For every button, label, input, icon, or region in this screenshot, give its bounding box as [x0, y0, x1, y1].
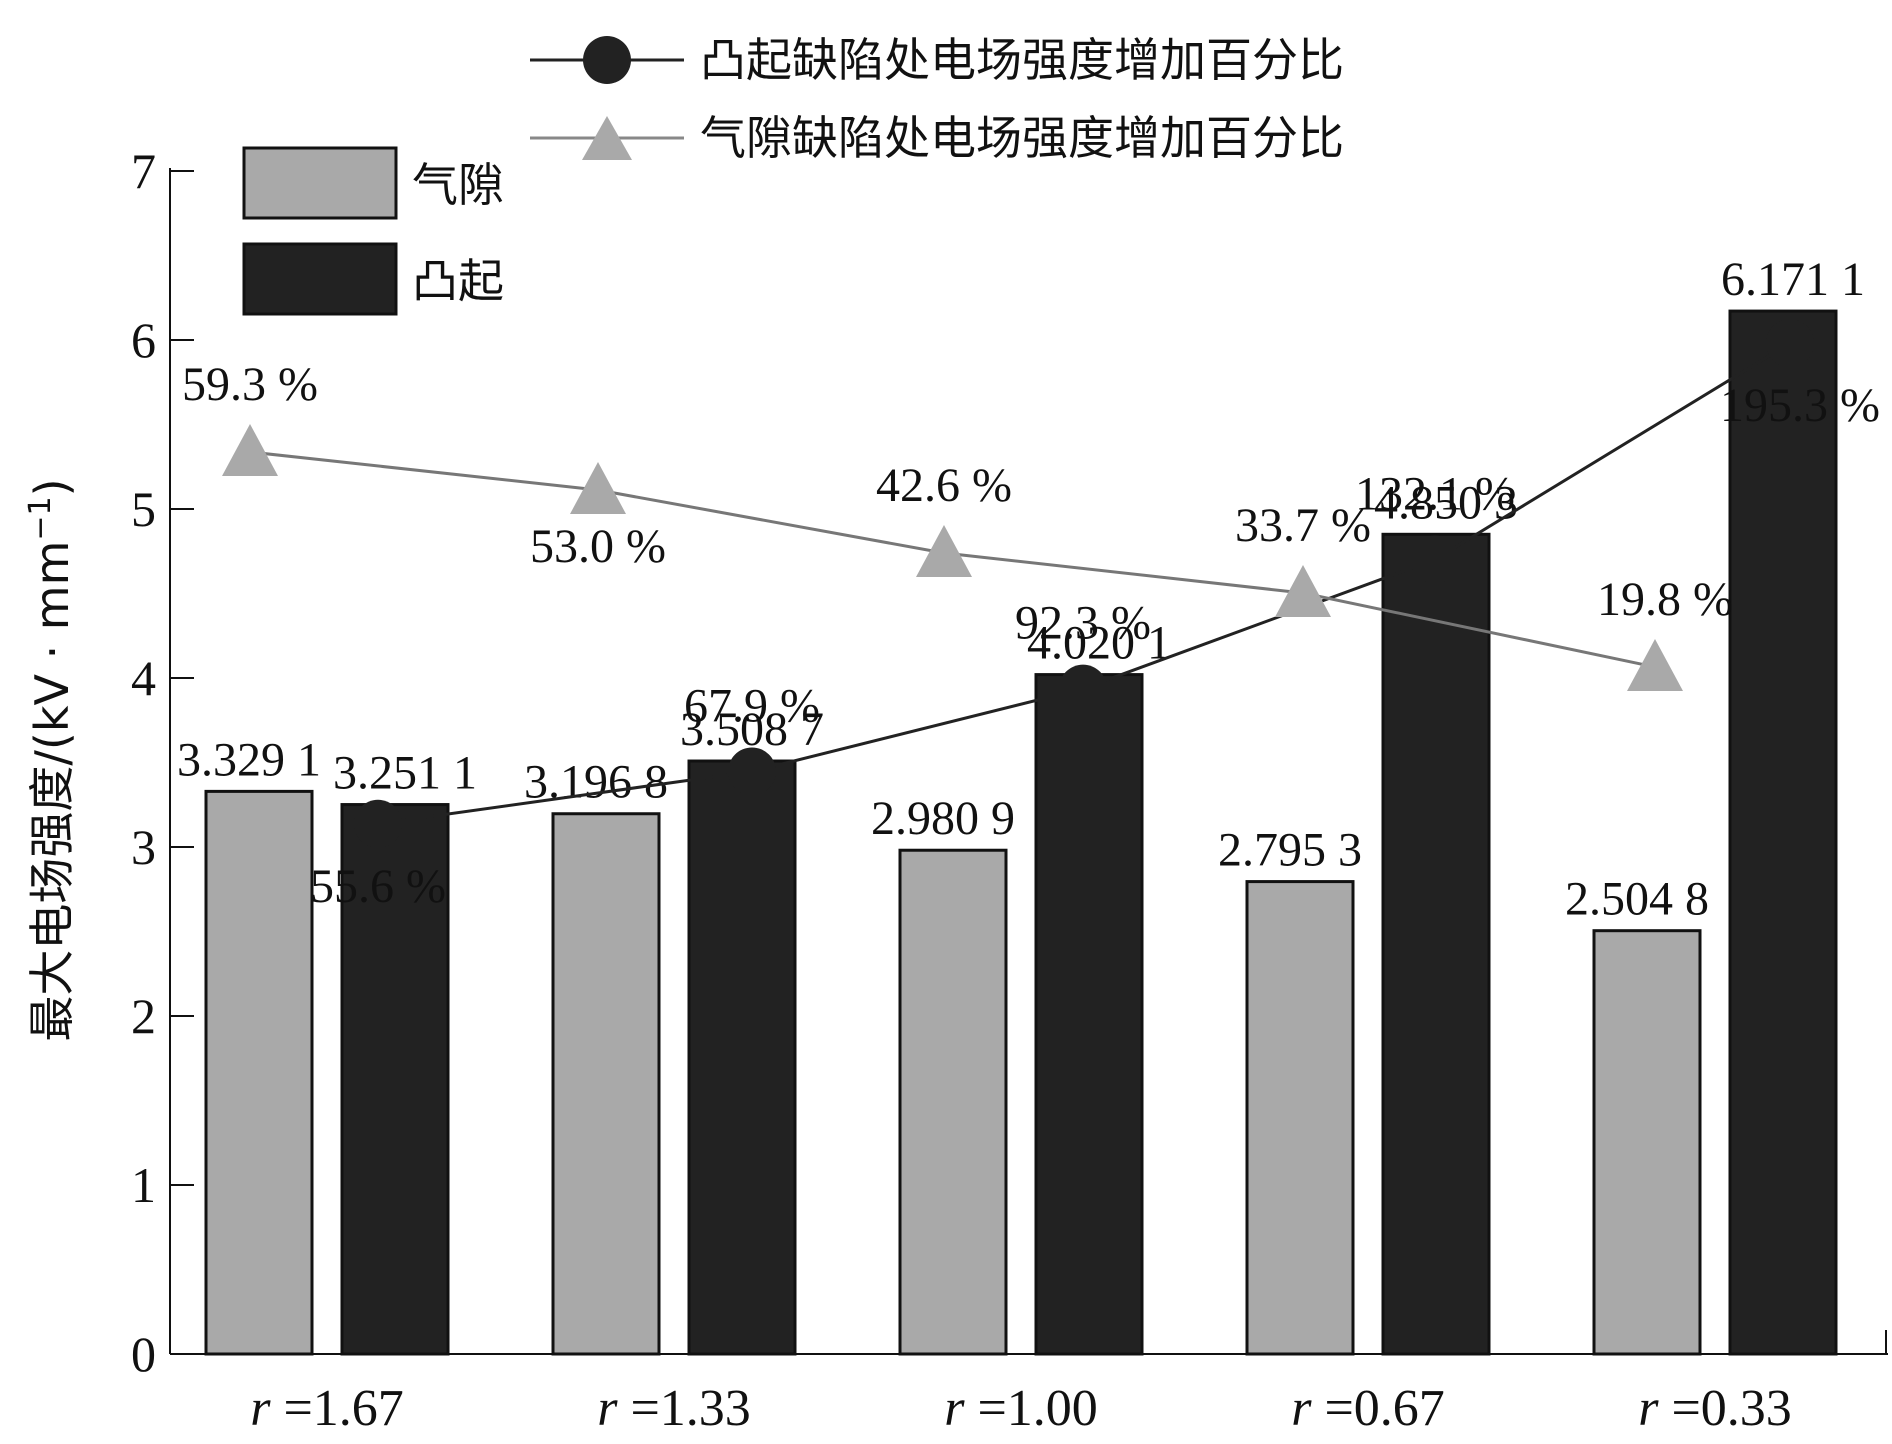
- legend-label-gap-percent: 气隙缺陷处电场强度增加百分比: [700, 111, 1344, 165]
- bar-gap: [1245, 880, 1355, 1356]
- percent-label-bump: 67.9 %: [684, 679, 820, 732]
- x-tick-label: r =1.67: [250, 1380, 404, 1437]
- bar-legend: 气隙 凸起: [242, 146, 504, 316]
- bar-label-bump: 4.850 3: [1374, 476, 1518, 529]
- y-axis-title-main: 最大电场强度/(kV · mm: [25, 541, 79, 1042]
- percent-label-bump: 132.1 %: [1355, 468, 1515, 521]
- percent-label-bump: 55.6 %: [310, 860, 446, 913]
- marker-circle: [728, 747, 776, 796]
- bar-bump: [687, 759, 797, 1356]
- line-legend: 凸起缺陷处电场强度增加百分比 气隙缺陷处电场强度增加百分比: [530, 33, 1344, 165]
- percent-label-bump: 92.3 %: [1015, 597, 1151, 650]
- bar-label-bump: 3.508 7: [680, 703, 824, 756]
- bar-label-gap: 2.980 9: [871, 792, 1015, 845]
- legend-label-bump: 凸起: [412, 254, 504, 308]
- marker-circle: [354, 799, 402, 848]
- marker-triangle: [1275, 565, 1331, 617]
- legend-swatch-gap: [242, 146, 398, 220]
- x-tick-value: =1.33: [617, 1380, 750, 1437]
- x-tick-variable: r: [1291, 1380, 1312, 1437]
- marker-circle: [1059, 664, 1107, 713]
- x-tick-labels: r =1.67 r =1.33 r =1.00 r =0.67 r =0.33: [250, 1380, 1792, 1437]
- bar-bump: [340, 803, 450, 1356]
- percent-label-gap: 53.0 %: [530, 520, 666, 573]
- y-axis-title: 最大电场强度/(kV · mm−1): [23, 478, 79, 1041]
- bar-bump: [1034, 673, 1144, 1356]
- x-tick-label: r =0.67: [1291, 1380, 1445, 1437]
- bars: [204, 309, 1838, 1356]
- bar-gap: [898, 848, 1008, 1356]
- bar-label-gap: 2.795 3: [1218, 824, 1362, 877]
- y-tick-label: 2: [131, 988, 156, 1044]
- bar-label-gap: 2.504 8: [1565, 873, 1709, 926]
- marker-triangle: [1627, 639, 1683, 691]
- marker-triangle: [570, 462, 626, 514]
- bar-bump: [1728, 309, 1838, 1356]
- marker-triangle: [222, 424, 278, 476]
- percent-label-gap: 42.6 %: [876, 459, 1012, 512]
- y-tick-label: 0: [131, 1326, 156, 1382]
- y-axis-title-superscript: −1: [23, 496, 58, 540]
- percent-label-bump: 195.3 %: [1720, 379, 1880, 432]
- x-tick-value: =0.33: [1658, 1380, 1791, 1437]
- x-tick-label: r =1.33: [597, 1380, 751, 1437]
- percent-label-gap: 19.8 %: [1597, 573, 1733, 626]
- line-series: 55.6 % 67.9 % 92.3 % 132.1 % 195.3 % 59.3 % 53…: [182, 319, 1880, 913]
- y-tick-label: 7: [131, 143, 156, 199]
- bar-label-bump: 6.171 1: [1721, 253, 1865, 306]
- y-tick-label: 6: [131, 312, 156, 368]
- y-tick-label: 1: [131, 1157, 156, 1213]
- bar-gap: [1592, 929, 1702, 1356]
- x-tick-value: =0.67: [1311, 1380, 1444, 1437]
- y-axis-title-close: ): [25, 478, 79, 496]
- y-tick-label: 4: [131, 650, 156, 706]
- x-tick-label: r =0.33: [1638, 1380, 1792, 1437]
- y-tick-label: 3: [131, 819, 156, 875]
- axes: 0 1 2 3 4 5 6 7: [131, 143, 1888, 1382]
- x-tick-variable: r: [250, 1380, 271, 1437]
- y-tick-label: 5: [131, 481, 156, 537]
- bar-gap: [204, 789, 314, 1356]
- legend-swatch-bump: [242, 242, 398, 316]
- percent-label-gap: 33.7 %: [1235, 499, 1371, 552]
- x-tick-label: r =1.00: [944, 1380, 1098, 1437]
- legend-circle-marker: [583, 36, 631, 84]
- marker-circle: [1766, 319, 1814, 368]
- bar-label-gap: 3.329 1: [177, 733, 321, 786]
- bar-label-bump: 4.020 1: [1027, 617, 1171, 670]
- bar-label-bump: 3.251 1: [333, 747, 477, 800]
- bar-gap: [551, 812, 661, 1356]
- marker-triangle: [916, 525, 972, 577]
- x-tick-variable: r: [597, 1380, 618, 1437]
- y-ticks: 0 1 2 3 4 5 6 7: [131, 143, 194, 1382]
- bar-value-labels: 3.329 1 3.196 82.980 92.795 32.504 83.251…: [177, 253, 1865, 926]
- legend-label-bump-percent: 凸起缺陷处电场强度增加百分比: [700, 33, 1344, 87]
- marker-circle: [1411, 535, 1459, 584]
- bar-bump: [1381, 532, 1491, 1356]
- x-tick-variable: r: [1638, 1380, 1659, 1437]
- x-tick-value: =1.67: [270, 1380, 403, 1437]
- legend-triangle-marker: [582, 116, 632, 160]
- percent-label-gap: 59.3 %: [182, 358, 318, 411]
- x-tick-variable: r: [944, 1380, 965, 1437]
- x-tick-value: =1.00: [964, 1380, 1097, 1437]
- legend-label-gap: 气隙: [412, 158, 504, 212]
